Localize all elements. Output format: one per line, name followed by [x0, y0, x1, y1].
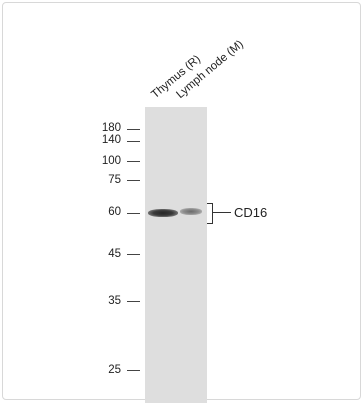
ladder-label: 100 [101, 155, 121, 167]
ladder-label: 25 [108, 364, 121, 376]
ladder-tick [127, 141, 140, 142]
ladder-tick [127, 370, 140, 371]
ladder-label: 75 [108, 174, 121, 186]
ladder-tick [127, 301, 140, 302]
ladder-tick [127, 129, 140, 130]
ladder-label: 35 [108, 295, 121, 307]
ladder-label: 140 [101, 134, 121, 146]
blot-membrane [145, 107, 207, 403]
ladder-tick [127, 180, 140, 181]
ladder-tick [127, 254, 140, 255]
target-protein-label: CD16 [234, 205, 268, 220]
ladder-label: 45 [108, 248, 121, 260]
band-bracket [207, 203, 213, 224]
ladder-tick [127, 161, 140, 162]
ladder-label: 180 [101, 122, 121, 134]
band-thymus-cd16 [148, 209, 178, 217]
callout-line [213, 212, 231, 213]
band-lymph-node-cd16 [180, 208, 202, 215]
ladder-label: 60 [108, 206, 121, 218]
ladder-tick [127, 213, 140, 214]
